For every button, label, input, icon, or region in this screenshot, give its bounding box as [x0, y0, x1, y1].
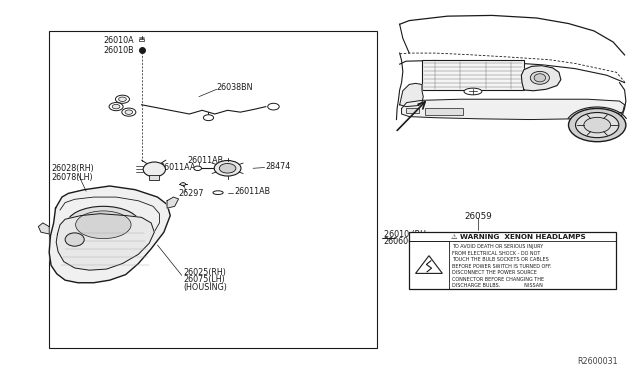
Polygon shape — [167, 197, 179, 208]
Text: 26028(RH): 26028(RH) — [51, 164, 94, 173]
Bar — [49, 31, 378, 349]
Ellipse shape — [531, 71, 549, 84]
Ellipse shape — [204, 115, 214, 121]
Text: CONNECTOR BEFORE CHANGING THE: CONNECTOR BEFORE CHANGING THE — [452, 276, 544, 282]
Text: DISCONNECT THE POWER SOURCE: DISCONNECT THE POWER SOURCE — [452, 270, 537, 275]
Text: TOUCH THE BULB SOCKETS OR CABLES: TOUCH THE BULB SOCKETS OR CABLES — [452, 257, 548, 262]
Text: 28474: 28474 — [266, 162, 291, 171]
Ellipse shape — [76, 211, 131, 238]
Ellipse shape — [115, 95, 129, 103]
Text: FROM ELECTRICAL SHOCK - DO NOT: FROM ELECTRICAL SHOCK - DO NOT — [452, 251, 540, 256]
Text: R2600031: R2600031 — [577, 357, 618, 366]
Polygon shape — [522, 65, 561, 91]
Text: TO AVOID DEATH OR SERIOUS INJURY: TO AVOID DEATH OR SERIOUS INJURY — [452, 244, 543, 249]
Ellipse shape — [194, 166, 202, 170]
Polygon shape — [49, 186, 170, 283]
Bar — [409, 232, 616, 289]
Text: 26011AA: 26011AA — [159, 163, 196, 172]
Ellipse shape — [65, 233, 84, 246]
Text: 26038BN: 26038BN — [217, 83, 253, 92]
Text: 26078(LH): 26078(LH) — [51, 173, 93, 182]
Ellipse shape — [534, 74, 545, 82]
Text: VOLTAGE: VOLTAGE — [410, 285, 434, 290]
Ellipse shape — [268, 103, 279, 110]
Text: 26010 (RH: 26010 (RH — [384, 230, 426, 239]
Ellipse shape — [109, 103, 123, 111]
Text: 26011AB: 26011AB — [234, 187, 270, 196]
Text: 26075(LH): 26075(LH) — [183, 275, 225, 284]
Polygon shape — [399, 83, 423, 107]
Ellipse shape — [118, 97, 126, 102]
Ellipse shape — [213, 191, 223, 195]
Ellipse shape — [143, 162, 166, 177]
Text: (HOUSING): (HOUSING) — [183, 283, 227, 292]
Bar — [422, 61, 524, 90]
Bar — [406, 109, 419, 113]
Text: 26297: 26297 — [179, 189, 204, 198]
Polygon shape — [38, 223, 49, 234]
Ellipse shape — [464, 88, 482, 95]
Text: BEFORE POWER SWITCH IS TURNED OFF.: BEFORE POWER SWITCH IS TURNED OFF. — [452, 264, 552, 269]
Text: 26010B: 26010B — [103, 46, 134, 55]
Text: 26060(LH): 26060(LH) — [384, 237, 425, 246]
Bar — [139, 39, 144, 41]
Text: 26011AB: 26011AB — [188, 155, 223, 165]
Ellipse shape — [214, 161, 241, 176]
Ellipse shape — [125, 110, 132, 114]
Ellipse shape — [67, 206, 140, 243]
Polygon shape — [415, 256, 442, 273]
Ellipse shape — [180, 183, 186, 186]
Text: 26059: 26059 — [464, 212, 492, 221]
Text: 26010A: 26010A — [103, 36, 134, 45]
Ellipse shape — [575, 112, 619, 138]
Ellipse shape — [568, 109, 626, 142]
Ellipse shape — [112, 105, 120, 109]
Ellipse shape — [122, 108, 136, 116]
Polygon shape — [56, 214, 154, 270]
Ellipse shape — [220, 163, 236, 173]
Polygon shape — [401, 99, 625, 119]
Bar — [425, 108, 463, 115]
Bar — [149, 175, 159, 180]
Ellipse shape — [584, 117, 611, 133]
Text: 26025(RH): 26025(RH) — [183, 267, 226, 276]
Text: ⚠ WARNING  XENON HEADLAMPS: ⚠ WARNING XENON HEADLAMPS — [451, 234, 586, 240]
Text: HIGH: HIGH — [410, 281, 424, 286]
Text: DISCHARGE BULBS.                NISSAN: DISCHARGE BULBS. NISSAN — [452, 283, 543, 288]
